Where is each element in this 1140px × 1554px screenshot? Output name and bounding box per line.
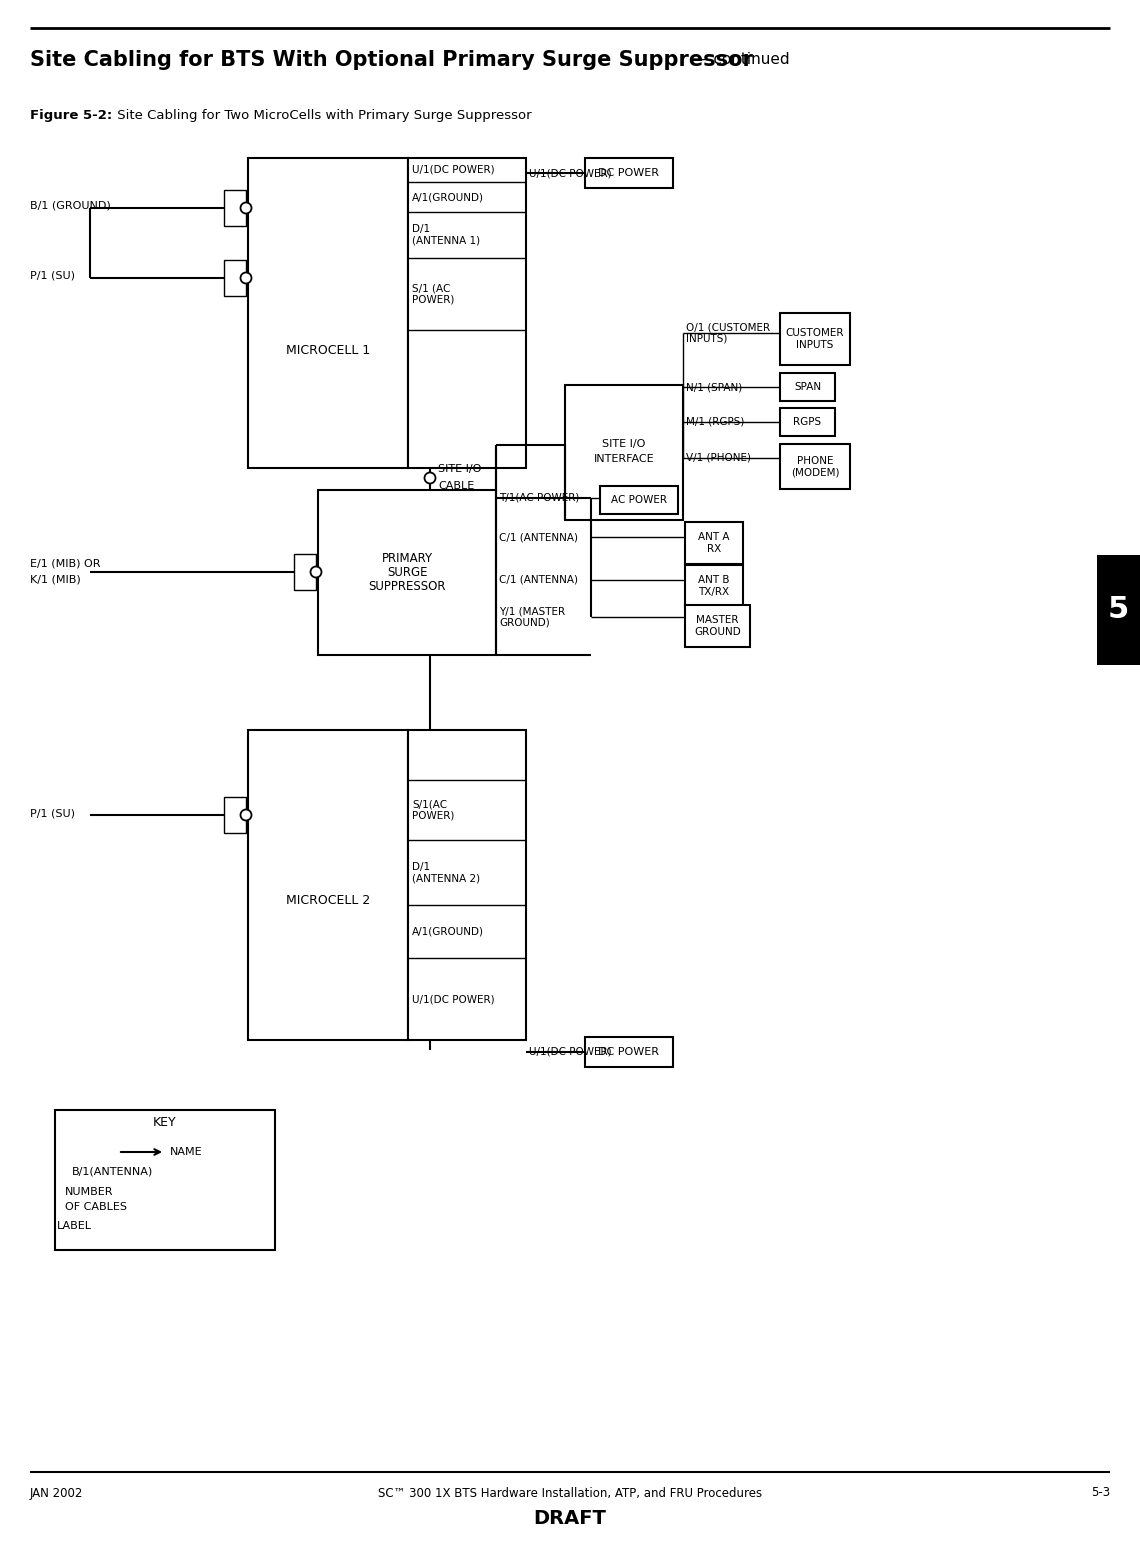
Text: MICROCELL 1: MICROCELL 1: [286, 343, 370, 357]
Bar: [55, 1110, 275, 1249]
Text: S/1 (AC
POWER): S/1 (AC POWER): [412, 283, 455, 305]
Bar: [780, 373, 834, 401]
Circle shape: [241, 202, 252, 213]
Bar: [408, 730, 526, 1040]
Text: SITE I/O: SITE I/O: [602, 438, 645, 449]
Text: D/1
(ANTENNA 1): D/1 (ANTENNA 1): [412, 224, 480, 246]
Bar: [585, 159, 673, 188]
Bar: [585, 1037, 673, 1068]
Text: K/1 (MIB): K/1 (MIB): [30, 573, 81, 584]
Text: Figure 5-2:: Figure 5-2:: [30, 109, 112, 121]
Text: U/1(DC POWER): U/1(DC POWER): [529, 168, 612, 179]
Bar: [685, 522, 743, 564]
Text: AC POWER: AC POWER: [611, 496, 667, 505]
Text: 5: 5: [1108, 595, 1129, 625]
Bar: [1097, 555, 1140, 665]
Bar: [318, 490, 496, 654]
Text: Site Cabling for Two MicroCells with Primary Surge Suppressor: Site Cabling for Two MicroCells with Pri…: [113, 109, 531, 121]
Circle shape: [241, 810, 252, 821]
Bar: [294, 553, 316, 591]
Text: N/1 (SPAN): N/1 (SPAN): [686, 382, 742, 392]
Bar: [223, 260, 246, 295]
Text: DC POWER: DC POWER: [598, 168, 660, 179]
Text: SPAN: SPAN: [793, 382, 821, 392]
Bar: [249, 159, 408, 468]
Text: ANT A
RX: ANT A RX: [698, 531, 730, 553]
Text: SUPPRESSOR: SUPPRESSOR: [368, 580, 446, 594]
Text: C/1 (ANTENNA): C/1 (ANTENNA): [499, 575, 578, 584]
Bar: [685, 605, 750, 646]
Bar: [249, 730, 408, 1040]
Text: C/1 (ANTENNA): C/1 (ANTENNA): [499, 531, 578, 542]
Text: U/1(DC POWER): U/1(DC POWER): [412, 995, 495, 1004]
Text: SITE I/O: SITE I/O: [438, 465, 481, 474]
Text: – continued: – continued: [697, 53, 790, 67]
Text: NAME: NAME: [170, 1147, 203, 1158]
Text: D/1
(ANTENNA 2): D/1 (ANTENNA 2): [412, 862, 480, 883]
Text: RGPS: RGPS: [793, 416, 822, 427]
Text: PHONE
(MODEM): PHONE (MODEM): [791, 455, 839, 477]
Text: ANT B
TX/RX: ANT B TX/RX: [698, 575, 730, 597]
Text: O/1 (CUSTOMER
INPUTS): O/1 (CUSTOMER INPUTS): [686, 322, 771, 343]
Text: P/1 (SU): P/1 (SU): [30, 270, 75, 281]
Text: B/1 (GROUND): B/1 (GROUND): [30, 200, 111, 211]
Text: B/1(ANTENNA): B/1(ANTENNA): [72, 1167, 153, 1176]
Text: S/1(AC
POWER): S/1(AC POWER): [412, 799, 455, 821]
Text: Site Cabling for BTS With Optional Primary Surge Suppressor: Site Cabling for BTS With Optional Prima…: [30, 50, 752, 70]
Text: U/1(DC POWER): U/1(DC POWER): [412, 165, 495, 176]
Text: U/1(DC POWER): U/1(DC POWER): [529, 1047, 612, 1057]
Text: A/1(GROUND): A/1(GROUND): [412, 926, 484, 937]
Bar: [780, 312, 850, 365]
Text: T/1(AC POWER): T/1(AC POWER): [499, 493, 579, 503]
Text: JAN 2002: JAN 2002: [30, 1487, 83, 1500]
Text: A/1(GROUND): A/1(GROUND): [412, 193, 484, 202]
Text: M/1 (RGPS): M/1 (RGPS): [686, 416, 744, 427]
Circle shape: [424, 472, 435, 483]
Text: INTERFACE: INTERFACE: [594, 454, 654, 465]
Bar: [600, 486, 678, 514]
Bar: [780, 444, 850, 490]
Text: OF CABLES: OF CABLES: [65, 1201, 127, 1212]
Text: SC™ 300 1X BTS Hardware Installation, ATP, and FRU Procedures: SC™ 300 1X BTS Hardware Installation, AT…: [378, 1487, 762, 1500]
Circle shape: [310, 567, 321, 578]
Text: P/1 (SU): P/1 (SU): [30, 808, 75, 817]
Text: V/1 (PHONE): V/1 (PHONE): [686, 454, 751, 463]
Bar: [565, 385, 683, 521]
Text: NUMBER: NUMBER: [65, 1187, 114, 1197]
Text: Y/1 (MASTER
GROUND): Y/1 (MASTER GROUND): [499, 606, 565, 628]
Bar: [780, 409, 834, 437]
Text: DRAFT: DRAFT: [534, 1509, 606, 1528]
Bar: [408, 159, 526, 468]
Text: DC POWER: DC POWER: [598, 1047, 660, 1057]
Bar: [223, 190, 246, 225]
Text: MICROCELL 2: MICROCELL 2: [286, 894, 370, 908]
Text: CABLE: CABLE: [438, 482, 474, 491]
Text: 5-3: 5-3: [1091, 1487, 1110, 1500]
Circle shape: [241, 272, 252, 283]
Text: PRIMARY: PRIMARY: [382, 552, 432, 566]
Text: CUSTOMER
INPUTS: CUSTOMER INPUTS: [785, 328, 845, 350]
Text: E/1 (MIB) OR: E/1 (MIB) OR: [30, 558, 100, 569]
Bar: [685, 566, 743, 608]
Text: KEY: KEY: [153, 1116, 177, 1130]
Bar: [223, 797, 246, 833]
Text: LABEL: LABEL: [57, 1221, 92, 1231]
Text: MASTER
GROUND: MASTER GROUND: [694, 615, 741, 637]
Text: SURGE: SURGE: [386, 566, 428, 580]
